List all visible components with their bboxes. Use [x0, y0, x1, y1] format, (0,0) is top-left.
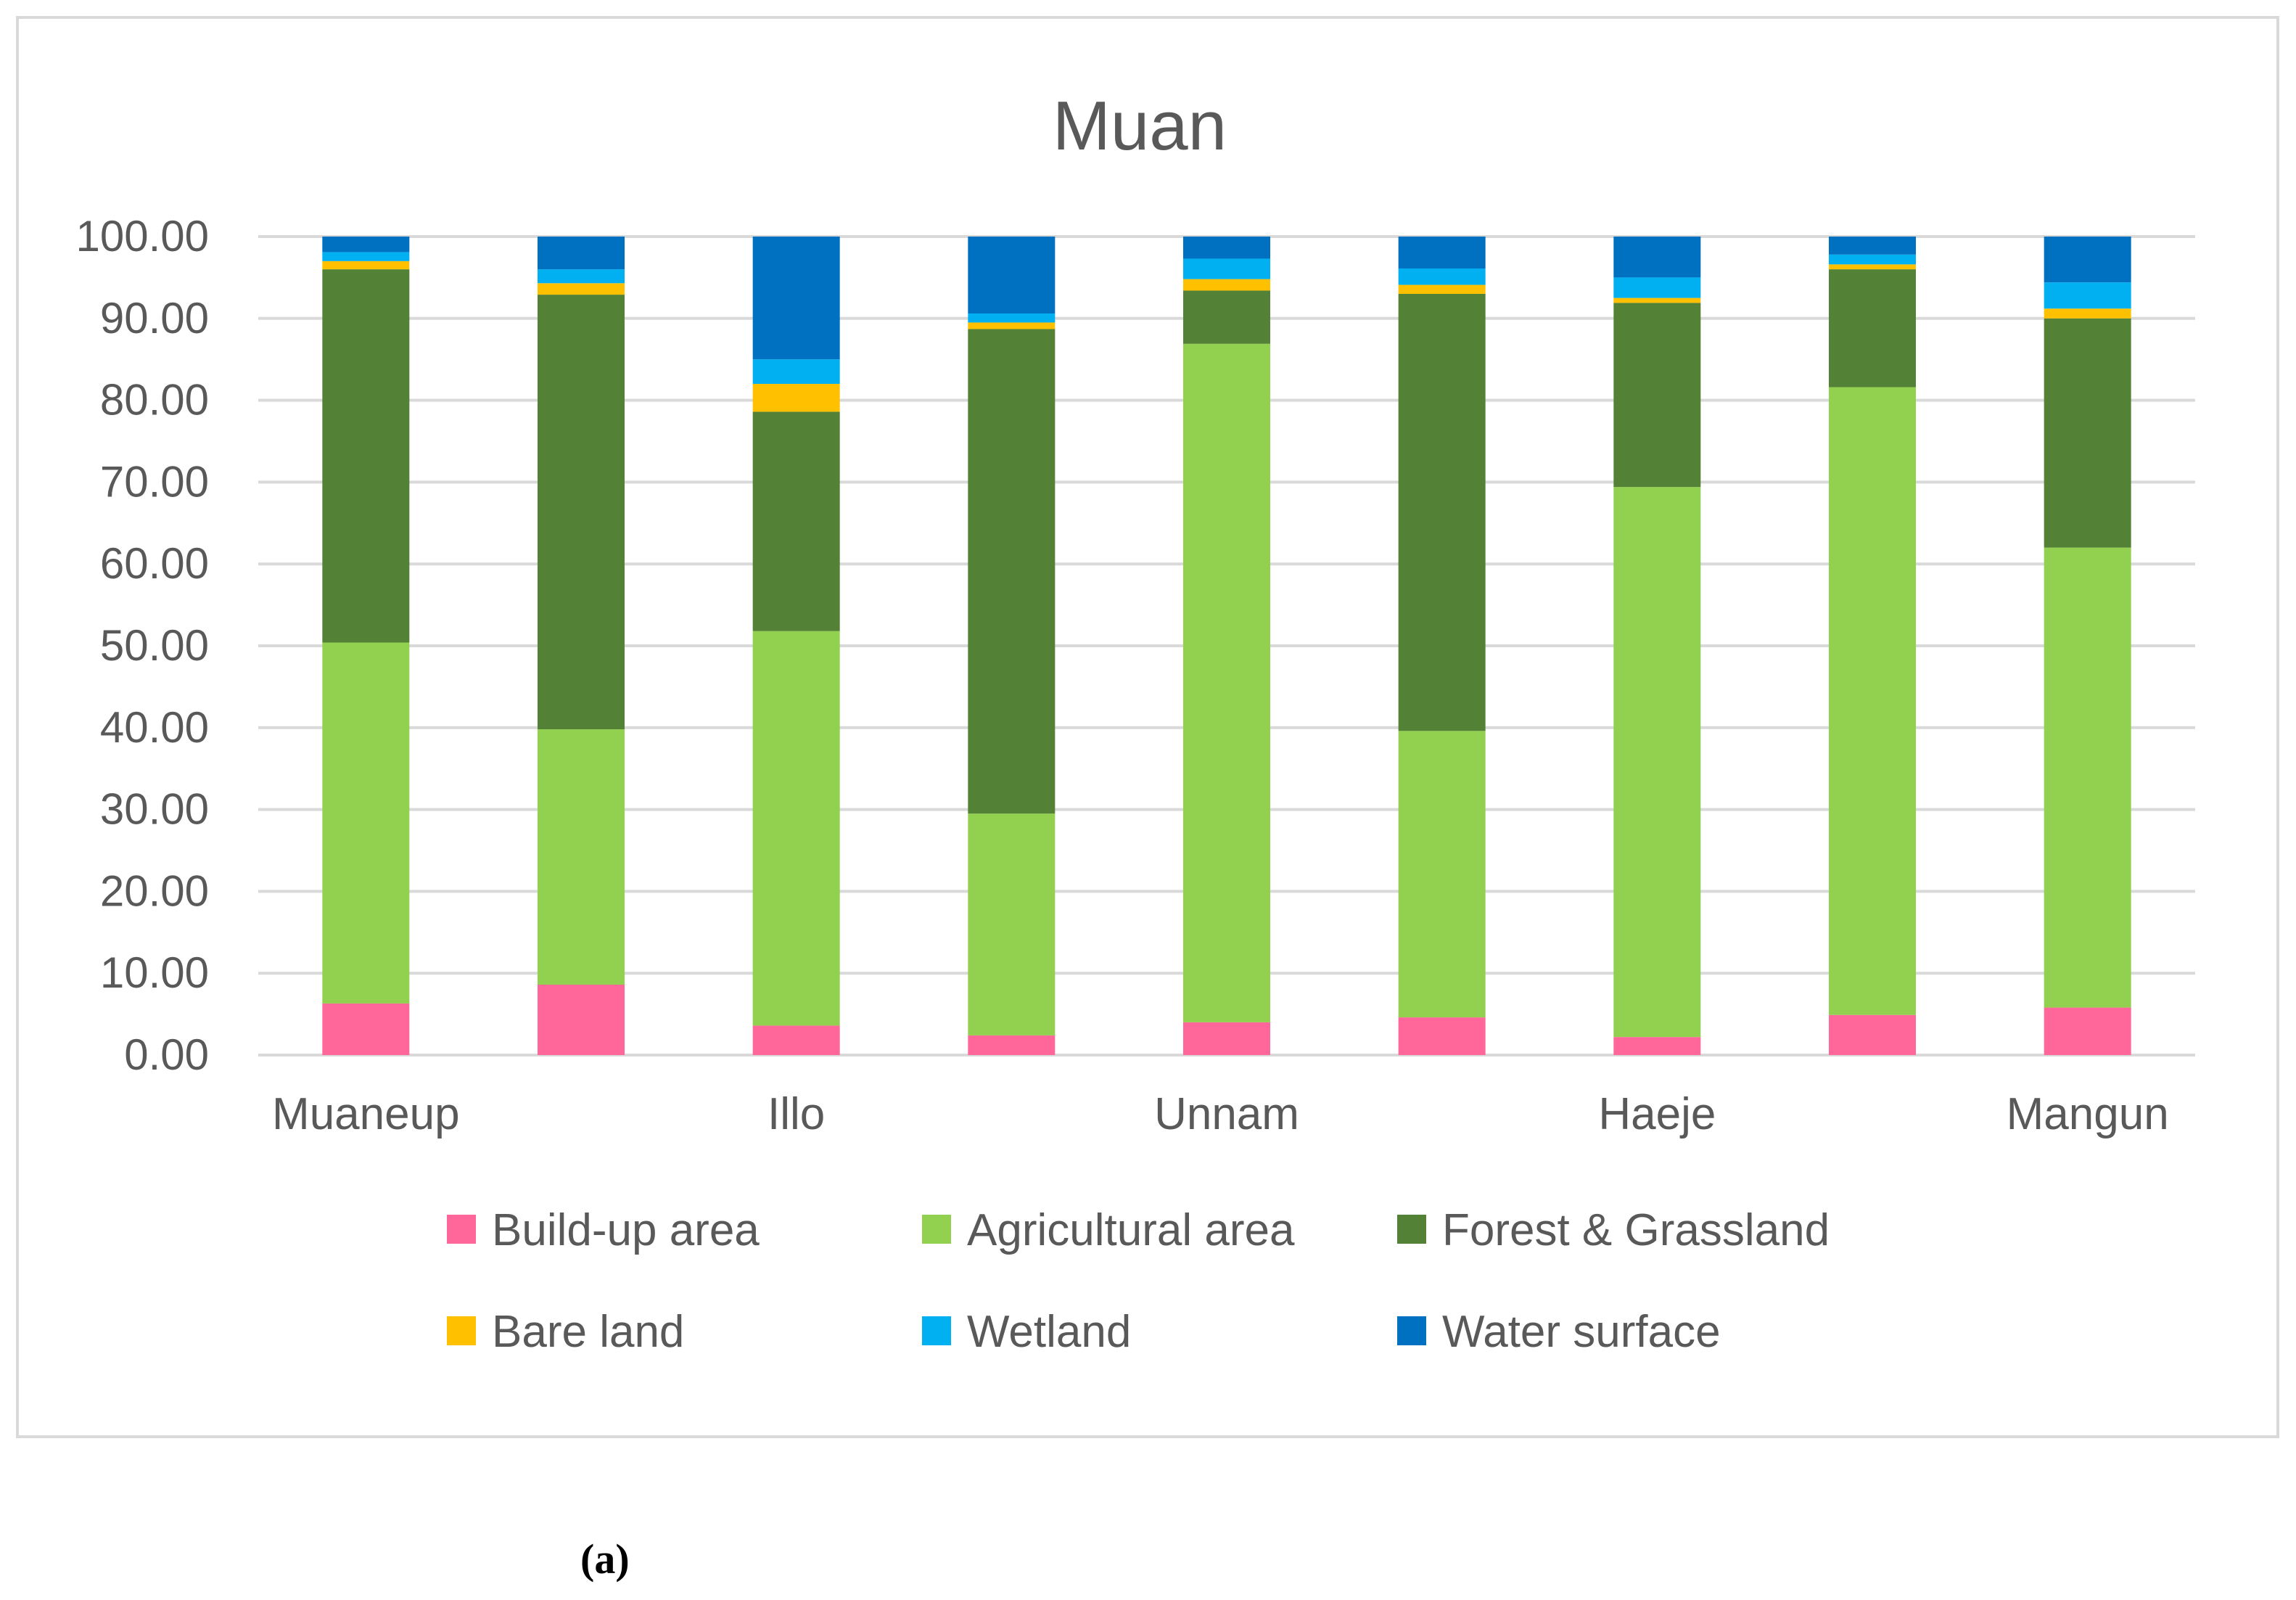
- bar-segment-build-up-area: [2044, 1007, 2131, 1055]
- legend-label: Agricultural area: [967, 1205, 1295, 1255]
- bar-segment-forest-grassland: [1613, 303, 1701, 488]
- legend-label: Wetland: [967, 1307, 1131, 1357]
- chart-title: Muan: [1053, 87, 1227, 165]
- bar-segment-agricultural-area: [968, 813, 1056, 1035]
- x-tick-label: Muaneup: [272, 1089, 460, 1139]
- chart-frame: Muan 0.00 10.00 20.00 30.00 40.00 50.00 60.00 7…: [16, 16, 2279, 1438]
- bar-segment-bare-land: [2044, 308, 2131, 319]
- bar-segment-water-surface: [538, 237, 625, 270]
- bar-segment-water-surface: [322, 237, 410, 253]
- bar-segment-build-up-area: [1183, 1022, 1270, 1055]
- legend-label: Bare land: [492, 1307, 684, 1357]
- x-tick-label: Illo: [768, 1089, 825, 1139]
- bar-segment-agricultural-area: [752, 631, 840, 1026]
- x-axis-ticks: Muaneup Illo Unnam Haeje Mangun: [272, 1089, 2169, 1139]
- bar-segment-build-up-area: [968, 1035, 1056, 1055]
- bar-segment-agricultural-area: [2044, 547, 2131, 1008]
- bar-segment-bare-land: [1183, 279, 1270, 291]
- bar-segment-water-surface: [2044, 237, 2131, 283]
- bar-segment-water-surface: [968, 237, 1056, 314]
- figure-caption: (a): [580, 1535, 630, 1583]
- legend-label: Forest & Grassland: [1442, 1205, 1830, 1255]
- bar-segment-water-surface: [1398, 237, 1486, 268]
- x-tick-label: Unnam: [1154, 1089, 1299, 1139]
- bar-segment-build-up-area: [538, 984, 625, 1055]
- bar-segment-agricultural-area: [322, 642, 410, 1004]
- bar-segment-forest-grassland: [1829, 269, 1916, 387]
- legend-label: Water surface: [1442, 1307, 1721, 1357]
- legend-swatch: [922, 1215, 951, 1244]
- bar-segment-bare-land: [322, 260, 410, 270]
- bar-segment-forest-grassland: [322, 269, 410, 643]
- x-tick-label: Haeje: [1598, 1089, 1716, 1139]
- y-tick-label: 100.00: [75, 212, 209, 260]
- bar-segment-agricultural-area: [1613, 487, 1701, 1038]
- bar-segment-build-up-area: [1398, 1017, 1486, 1055]
- bar-segment-build-up-area: [322, 1003, 410, 1055]
- legend-swatch: [1397, 1215, 1426, 1244]
- bar-segment-water-surface: [752, 237, 840, 360]
- y-tick-label: 10.00: [100, 948, 209, 997]
- bar-segment-wetland: [1829, 254, 1916, 265]
- legend-label: Build-up area: [492, 1205, 760, 1255]
- bar-segment-build-up-area: [1829, 1014, 1916, 1055]
- bar-segment-forest-grassland: [968, 329, 1056, 814]
- bar-segment-bare-land: [1398, 284, 1486, 294]
- bar-segment-wetland: [538, 269, 625, 284]
- bar-segment-agricultural-area: [1398, 731, 1486, 1018]
- y-tick-label: 60.00: [100, 539, 209, 588]
- bar-segment-agricultural-area: [538, 729, 625, 985]
- legend-swatch: [447, 1316, 476, 1345]
- stacked-bar-chart: Muan 0.00 10.00 20.00 30.00 40.00 50.00 60.00 7…: [75, 87, 2195, 1357]
- bar-segment-wetland: [1183, 258, 1270, 279]
- bar-segment-forest-grassland: [1398, 293, 1486, 731]
- bar-segment-forest-grassland: [2044, 318, 2131, 548]
- legend-swatch: [1397, 1316, 1426, 1345]
- legend-swatch: [922, 1316, 951, 1345]
- bar-segment-build-up-area: [1613, 1037, 1701, 1055]
- bar-segment-bare-land: [1613, 298, 1701, 303]
- bar-segment-water-surface: [1613, 237, 1701, 278]
- bar-segment-bare-land: [538, 283, 625, 295]
- bar-segment-agricultural-area: [1183, 343, 1270, 1022]
- x-tick-label: Mangun: [2007, 1089, 2169, 1139]
- bar-segment-wetland: [752, 359, 840, 385]
- bar-segment-bare-land: [752, 384, 840, 412]
- bar-segment-wetland: [1613, 277, 1701, 298]
- bar-segment-forest-grassland: [538, 295, 625, 730]
- legend: Build-up area Agricultural area Forest & G…: [447, 1205, 1830, 1357]
- bar-segment-wetland: [1398, 268, 1486, 285]
- bar-segment-water-surface: [1829, 237, 1916, 255]
- bar-segment-build-up-area: [752, 1025, 840, 1055]
- bar-segment-bare-land: [1829, 264, 1916, 270]
- y-tick-label: 20.00: [100, 866, 209, 915]
- bar-segment-bare-land: [968, 322, 1056, 329]
- bar-segment-wetland: [2044, 282, 2131, 309]
- y-tick-label: 50.00: [100, 621, 209, 670]
- y-tick-label: 70.00: [100, 457, 209, 506]
- bar-segment-forest-grassland: [752, 411, 840, 631]
- y-tick-label: 30.00: [100, 785, 209, 834]
- bar-segment-water-surface: [1183, 237, 1270, 259]
- bar-segment-agricultural-area: [1829, 387, 1916, 1015]
- y-tick-label: 90.00: [100, 294, 209, 342]
- y-axis-ticks: 0.00 10.00 20.00 30.00 40.00 50.00 60.00 70.00 8…: [75, 212, 209, 1079]
- y-tick-label: 40.00: [100, 703, 209, 752]
- legend-swatch: [447, 1215, 476, 1244]
- y-tick-label: 0.00: [124, 1030, 209, 1079]
- bar-segment-forest-grassland: [1183, 290, 1270, 344]
- bar-segment-wetland: [968, 313, 1056, 323]
- bar-segment-wetland: [322, 252, 410, 261]
- bars: [322, 237, 2131, 1055]
- y-tick-label: 80.00: [100, 376, 209, 424]
